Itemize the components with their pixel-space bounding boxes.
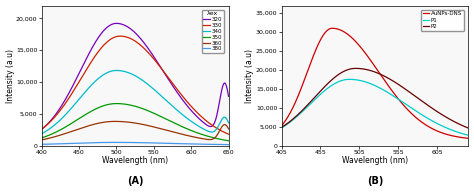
320 — [132, 31, 137, 33]
320 — [224, 86, 229, 88]
340 — [39, 133, 45, 135]
320 — [189, 110, 195, 112]
AuNPs-DNS — [460, 137, 466, 139]
P1 — [279, 127, 284, 129]
360 — [224, 125, 229, 127]
P2 — [460, 125, 466, 127]
Line: P1: P1 — [282, 79, 468, 135]
P1 — [426, 118, 432, 120]
360 — [48, 137, 54, 139]
X-axis label: Wavelength (nm): Wavelength (nm) — [342, 156, 408, 165]
320 — [229, 118, 235, 120]
330 — [132, 39, 137, 42]
Legend: 320, 330, 340, 350, 360, 380: 320, 330, 340, 350, 360, 380 — [202, 10, 224, 53]
340 — [114, 69, 119, 72]
340 — [127, 72, 132, 74]
340 — [189, 121, 195, 123]
330 — [48, 120, 54, 122]
Line: 350: 350 — [42, 104, 232, 141]
AuNPs-DNS — [460, 137, 466, 139]
AuNPs-DNS — [288, 110, 294, 112]
320 — [127, 27, 132, 29]
Line: 360: 360 — [42, 121, 232, 140]
P1 — [465, 134, 471, 136]
Text: (B): (B) — [367, 176, 383, 186]
P1 — [370, 83, 375, 86]
P2 — [370, 70, 375, 72]
340 — [48, 126, 54, 129]
350 — [229, 140, 235, 142]
360 — [229, 135, 235, 137]
350 — [39, 137, 45, 139]
Line: AuNPs-DNS: AuNPs-DNS — [282, 28, 468, 138]
P1 — [460, 133, 466, 135]
330 — [39, 128, 45, 130]
Y-axis label: Intensity (a.u): Intensity (a.u) — [246, 48, 255, 103]
340 — [224, 118, 230, 120]
P2 — [279, 126, 284, 128]
380 — [39, 143, 45, 146]
320 — [114, 22, 119, 24]
330 — [189, 106, 195, 108]
360 — [127, 121, 132, 123]
P2 — [426, 105, 432, 107]
P2 — [460, 125, 466, 127]
AuNPs-DNS — [279, 125, 284, 127]
P2 — [465, 127, 471, 129]
360 — [112, 120, 118, 123]
330 — [117, 35, 123, 37]
380 — [189, 143, 195, 145]
Text: (A): (A) — [127, 176, 143, 186]
350 — [189, 130, 195, 132]
330 — [127, 37, 132, 39]
P1 — [460, 133, 466, 135]
350 — [127, 104, 132, 106]
320 — [39, 128, 45, 131]
AuNPs-DNS — [329, 27, 335, 29]
350 — [224, 139, 230, 142]
Legend: AuNPs-DNS, P1, P2: AuNPs-DNS, P1, P2 — [421, 10, 464, 31]
320 — [224, 87, 230, 89]
Y-axis label: Intensity (a.u): Intensity (a.u) — [6, 48, 15, 103]
380 — [112, 141, 118, 144]
380 — [48, 143, 54, 145]
350 — [224, 139, 229, 142]
330 — [229, 134, 235, 137]
360 — [224, 125, 230, 127]
Line: P2: P2 — [282, 68, 468, 128]
P2 — [365, 69, 370, 71]
P1 — [346, 78, 352, 81]
AuNPs-DNS — [465, 137, 471, 139]
380 — [224, 143, 230, 146]
Line: 340: 340 — [42, 70, 232, 134]
350 — [48, 133, 54, 135]
380 — [132, 141, 137, 144]
340 — [229, 131, 235, 133]
P2 — [353, 67, 358, 69]
340 — [132, 74, 137, 76]
360 — [189, 135, 195, 138]
P1 — [365, 81, 370, 84]
X-axis label: Wavelength (nm): Wavelength (nm) — [102, 156, 168, 165]
340 — [224, 118, 229, 120]
Line: 330: 330 — [42, 36, 232, 136]
320 — [48, 119, 54, 121]
Line: 380: 380 — [42, 142, 232, 145]
350 — [132, 105, 137, 107]
330 — [224, 132, 229, 135]
P1 — [288, 120, 294, 123]
Line: 320: 320 — [42, 23, 232, 129]
AuNPs-DNS — [370, 62, 375, 64]
AuNPs-DNS — [365, 55, 370, 57]
330 — [224, 132, 230, 135]
380 — [229, 144, 235, 146]
P2 — [288, 119, 294, 122]
350 — [114, 102, 119, 105]
380 — [224, 143, 229, 146]
360 — [39, 139, 45, 141]
380 — [127, 141, 132, 144]
AuNPs-DNS — [426, 126, 432, 128]
360 — [132, 122, 137, 124]
